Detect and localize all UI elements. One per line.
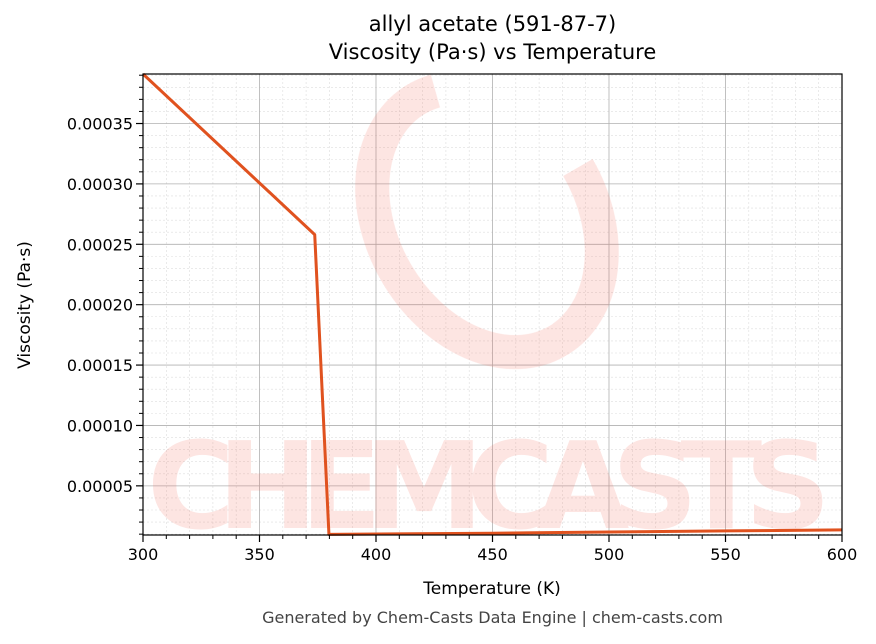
y-tick-label: 0.00010: [67, 416, 133, 435]
x-tick-label: 400: [361, 545, 392, 564]
y-tick-label: 0.00035: [67, 115, 133, 134]
y-tick-label: 0.00030: [67, 175, 133, 194]
chart-subtitle: Viscosity (Pa·s) vs Temperature: [328, 40, 657, 64]
footer-credit: Generated by Chem-Casts Data Engine | ch…: [262, 608, 723, 627]
x-tick-label: 550: [710, 545, 741, 564]
y-tick-label: 0.00025: [67, 235, 133, 254]
x-tick-label: 300: [128, 545, 159, 564]
y-tick-label: 0.00020: [67, 296, 133, 315]
x-tick-label: 600: [827, 545, 858, 564]
x-tick-label: 450: [477, 545, 508, 564]
x-tick-label: 500: [594, 545, 625, 564]
y-tick-label: 0.00015: [67, 356, 133, 375]
x-tick-label: 350: [244, 545, 275, 564]
chart-title: allyl acetate (591-87-7): [368, 12, 617, 36]
series-line: [141, 72, 843, 536]
watermark-logo: CHEMCASTS: [147, 70, 831, 557]
y-axis-label: Viscosity (Pa·s): [15, 241, 35, 369]
y-tick-label: 0.00005: [67, 477, 133, 496]
x-axis-label: Temperature (K): [422, 579, 561, 599]
